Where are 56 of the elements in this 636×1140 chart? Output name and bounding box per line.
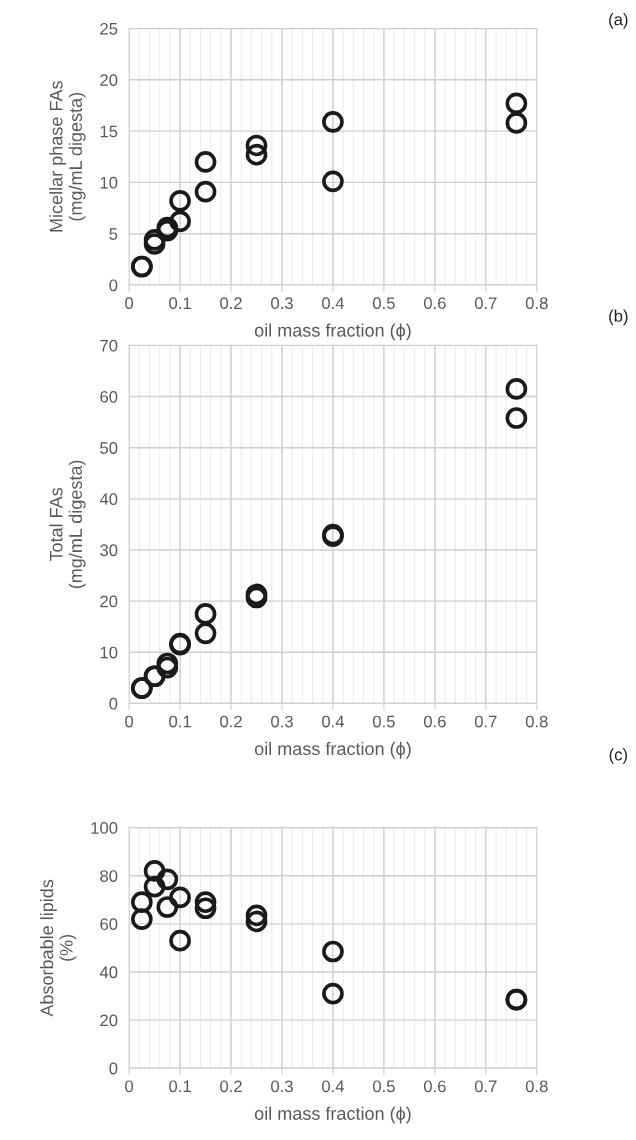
x-tick-label: 0.8 <box>525 1080 548 1093</box>
text: (b) <box>609 309 628 326</box>
x-tick-label: 0.3 <box>271 1080 293 1093</box>
x-tick-label: 0.8 <box>525 715 548 728</box>
x-tick-label: 0.1 <box>169 715 191 728</box>
y-tick-label: 5 <box>109 228 118 240</box>
x-axis-title: oil mass fraction (ϕ) <box>254 741 411 759</box>
y-tick-label: 10 <box>100 646 118 659</box>
x-tick-label: 0.5 <box>372 715 395 728</box>
x-tick-label: 0.4 <box>322 297 345 310</box>
x-tick-label: 0 <box>125 715 134 728</box>
x-tick-label: 0.3 <box>271 715 293 728</box>
y-tick-label: 80 <box>100 870 118 882</box>
text: (a) <box>609 13 628 29</box>
x-tick-label: 0.7 <box>474 715 497 728</box>
x-tick-label: 0.7 <box>474 297 497 310</box>
y-axis-title: Total FAs (mg/mL digesta) <box>49 460 86 589</box>
x-tick-label: 0.4 <box>322 1080 345 1093</box>
x-tick-label: 0.5 <box>372 1080 395 1093</box>
y-tick-label: 70 <box>100 339 118 352</box>
y-tick-label: 40 <box>99 493 118 506</box>
x-tick-label: 0.2 <box>220 715 242 728</box>
x-tick-label: 0 <box>125 1080 134 1093</box>
y-tick-label: 10 <box>100 176 118 189</box>
x-tick-label: 0.1 <box>169 1080 191 1093</box>
x-axis-title: oil mass fraction (ϕ) <box>254 323 411 341</box>
x-tick-label: 0.6 <box>423 715 446 728</box>
y-tick-label: 50 <box>100 442 118 454</box>
y-tick-label: 40 <box>99 966 118 979</box>
x-tick-label: 0.7 <box>474 1080 497 1093</box>
x-tick-label: 0.6 <box>423 297 446 310</box>
x-tick-label: 0.4 <box>322 715 345 728</box>
x-tick-label: 0.2 <box>220 1080 242 1093</box>
x-tick-label: 0.3 <box>271 297 293 310</box>
x-tick-label: 0.6 <box>423 1080 446 1093</box>
y-tick-label: 30 <box>100 544 118 557</box>
y-tick-label: 60 <box>100 390 118 403</box>
y-tick-label: 100 <box>91 822 118 834</box>
y-axis-title: Micellar phase FAs (mg/mL digesta) <box>49 81 86 232</box>
x-tick-label: 0.8 <box>525 297 548 310</box>
y-tick-label: 20 <box>100 1014 118 1027</box>
y-tick-label: 20 <box>100 74 118 86</box>
y-tick-label: 0 <box>109 1062 118 1075</box>
x-tick-label: 0.2 <box>220 297 242 310</box>
y-tick-label: 0 <box>109 697 118 710</box>
x-tick-label: 0 <box>125 297 134 310</box>
y-tick-label: 0 <box>109 279 118 292</box>
y-tick-label: 60 <box>100 918 118 931</box>
y-axis-title: Absorbable lipids (%) <box>40 879 77 1017</box>
x-axis-title: oil mass fraction (ϕ) <box>254 1106 411 1124</box>
x-tick-label: 0.1 <box>169 297 191 310</box>
y-tick-label: 15 <box>100 125 118 138</box>
y-tick-label: 25 <box>100 22 118 35</box>
x-tick-label: 0.5 <box>372 297 395 310</box>
text: (c) <box>609 748 627 764</box>
y-tick-label: 20 <box>100 595 118 608</box>
